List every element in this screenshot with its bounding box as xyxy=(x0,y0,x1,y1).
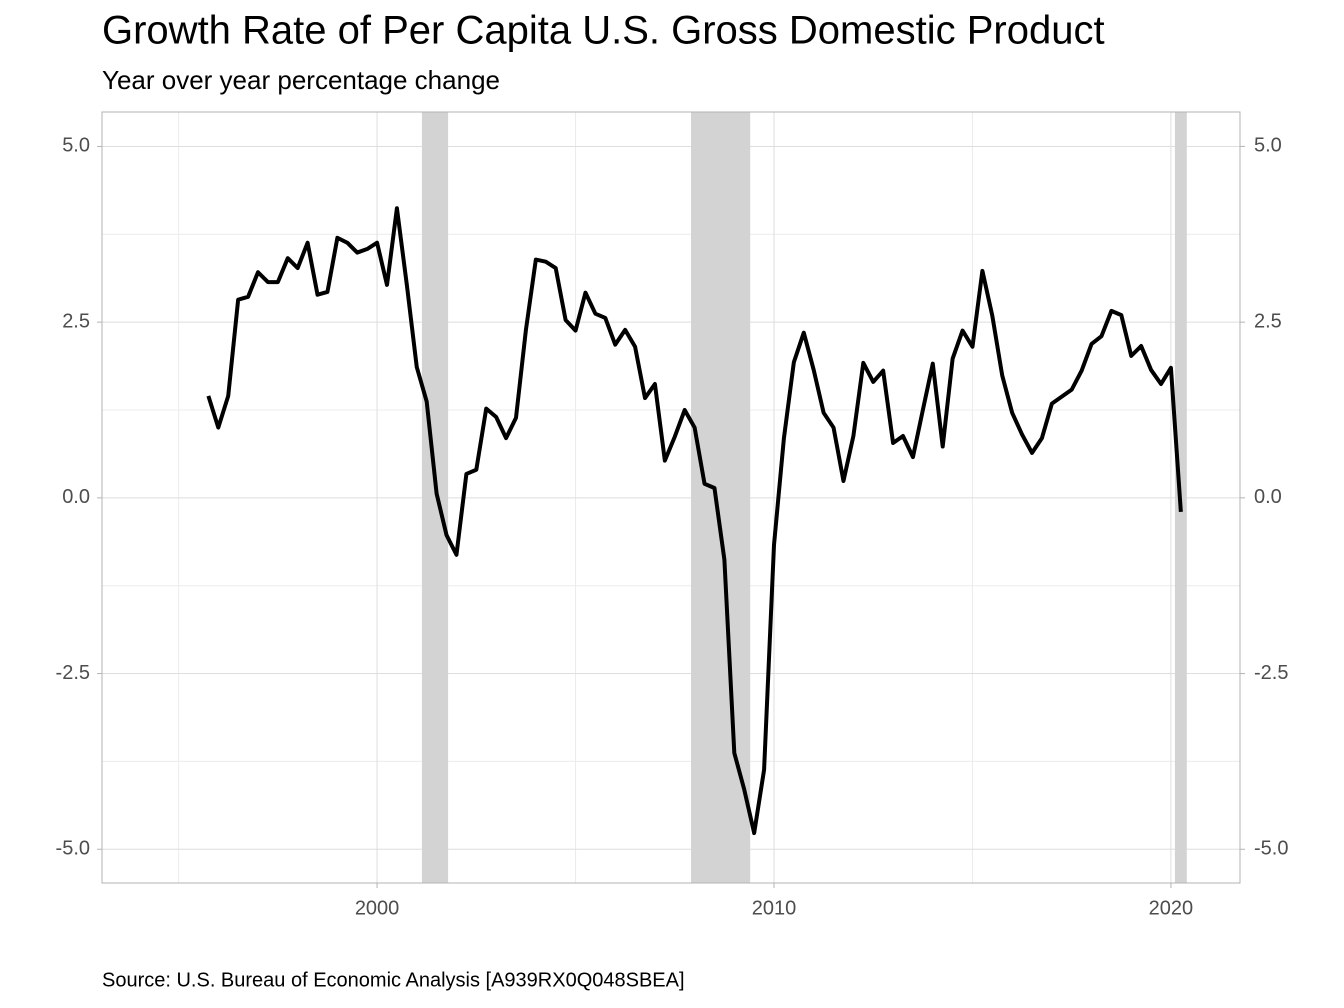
y2-tick-label: 2.5 xyxy=(1254,310,1282,332)
x-tick-label: 2020 xyxy=(1149,897,1194,919)
chart-title: Growth Rate of Per Capita U.S. Gross Dom… xyxy=(102,9,1105,53)
y-tick-label: 5.0 xyxy=(62,135,90,157)
recession-band xyxy=(691,112,751,883)
recession-band xyxy=(421,112,449,883)
y-tick-label: -2.5 xyxy=(56,662,90,684)
panel-border xyxy=(101,111,1241,884)
y2-tick-label: 5.0 xyxy=(1254,135,1282,157)
y2-tick-label: 0.0 xyxy=(1254,486,1282,508)
data-line xyxy=(206,206,1183,836)
source-caption: Source: U.S. Bureau of Economic Analysis… xyxy=(102,969,685,991)
y-tick-label: 2.5 xyxy=(62,310,90,332)
x-tick-label: 2010 xyxy=(752,897,797,919)
x-tick-label: 2000 xyxy=(355,897,400,919)
y2-tick-label: -2.5 xyxy=(1254,662,1288,684)
y-tick-label: 0.0 xyxy=(62,486,90,508)
y-tick-label: -5.0 xyxy=(56,838,90,860)
chart-subtitle: Year over year percentage change xyxy=(102,65,500,95)
y2-tick-label: -5.0 xyxy=(1254,838,1288,860)
